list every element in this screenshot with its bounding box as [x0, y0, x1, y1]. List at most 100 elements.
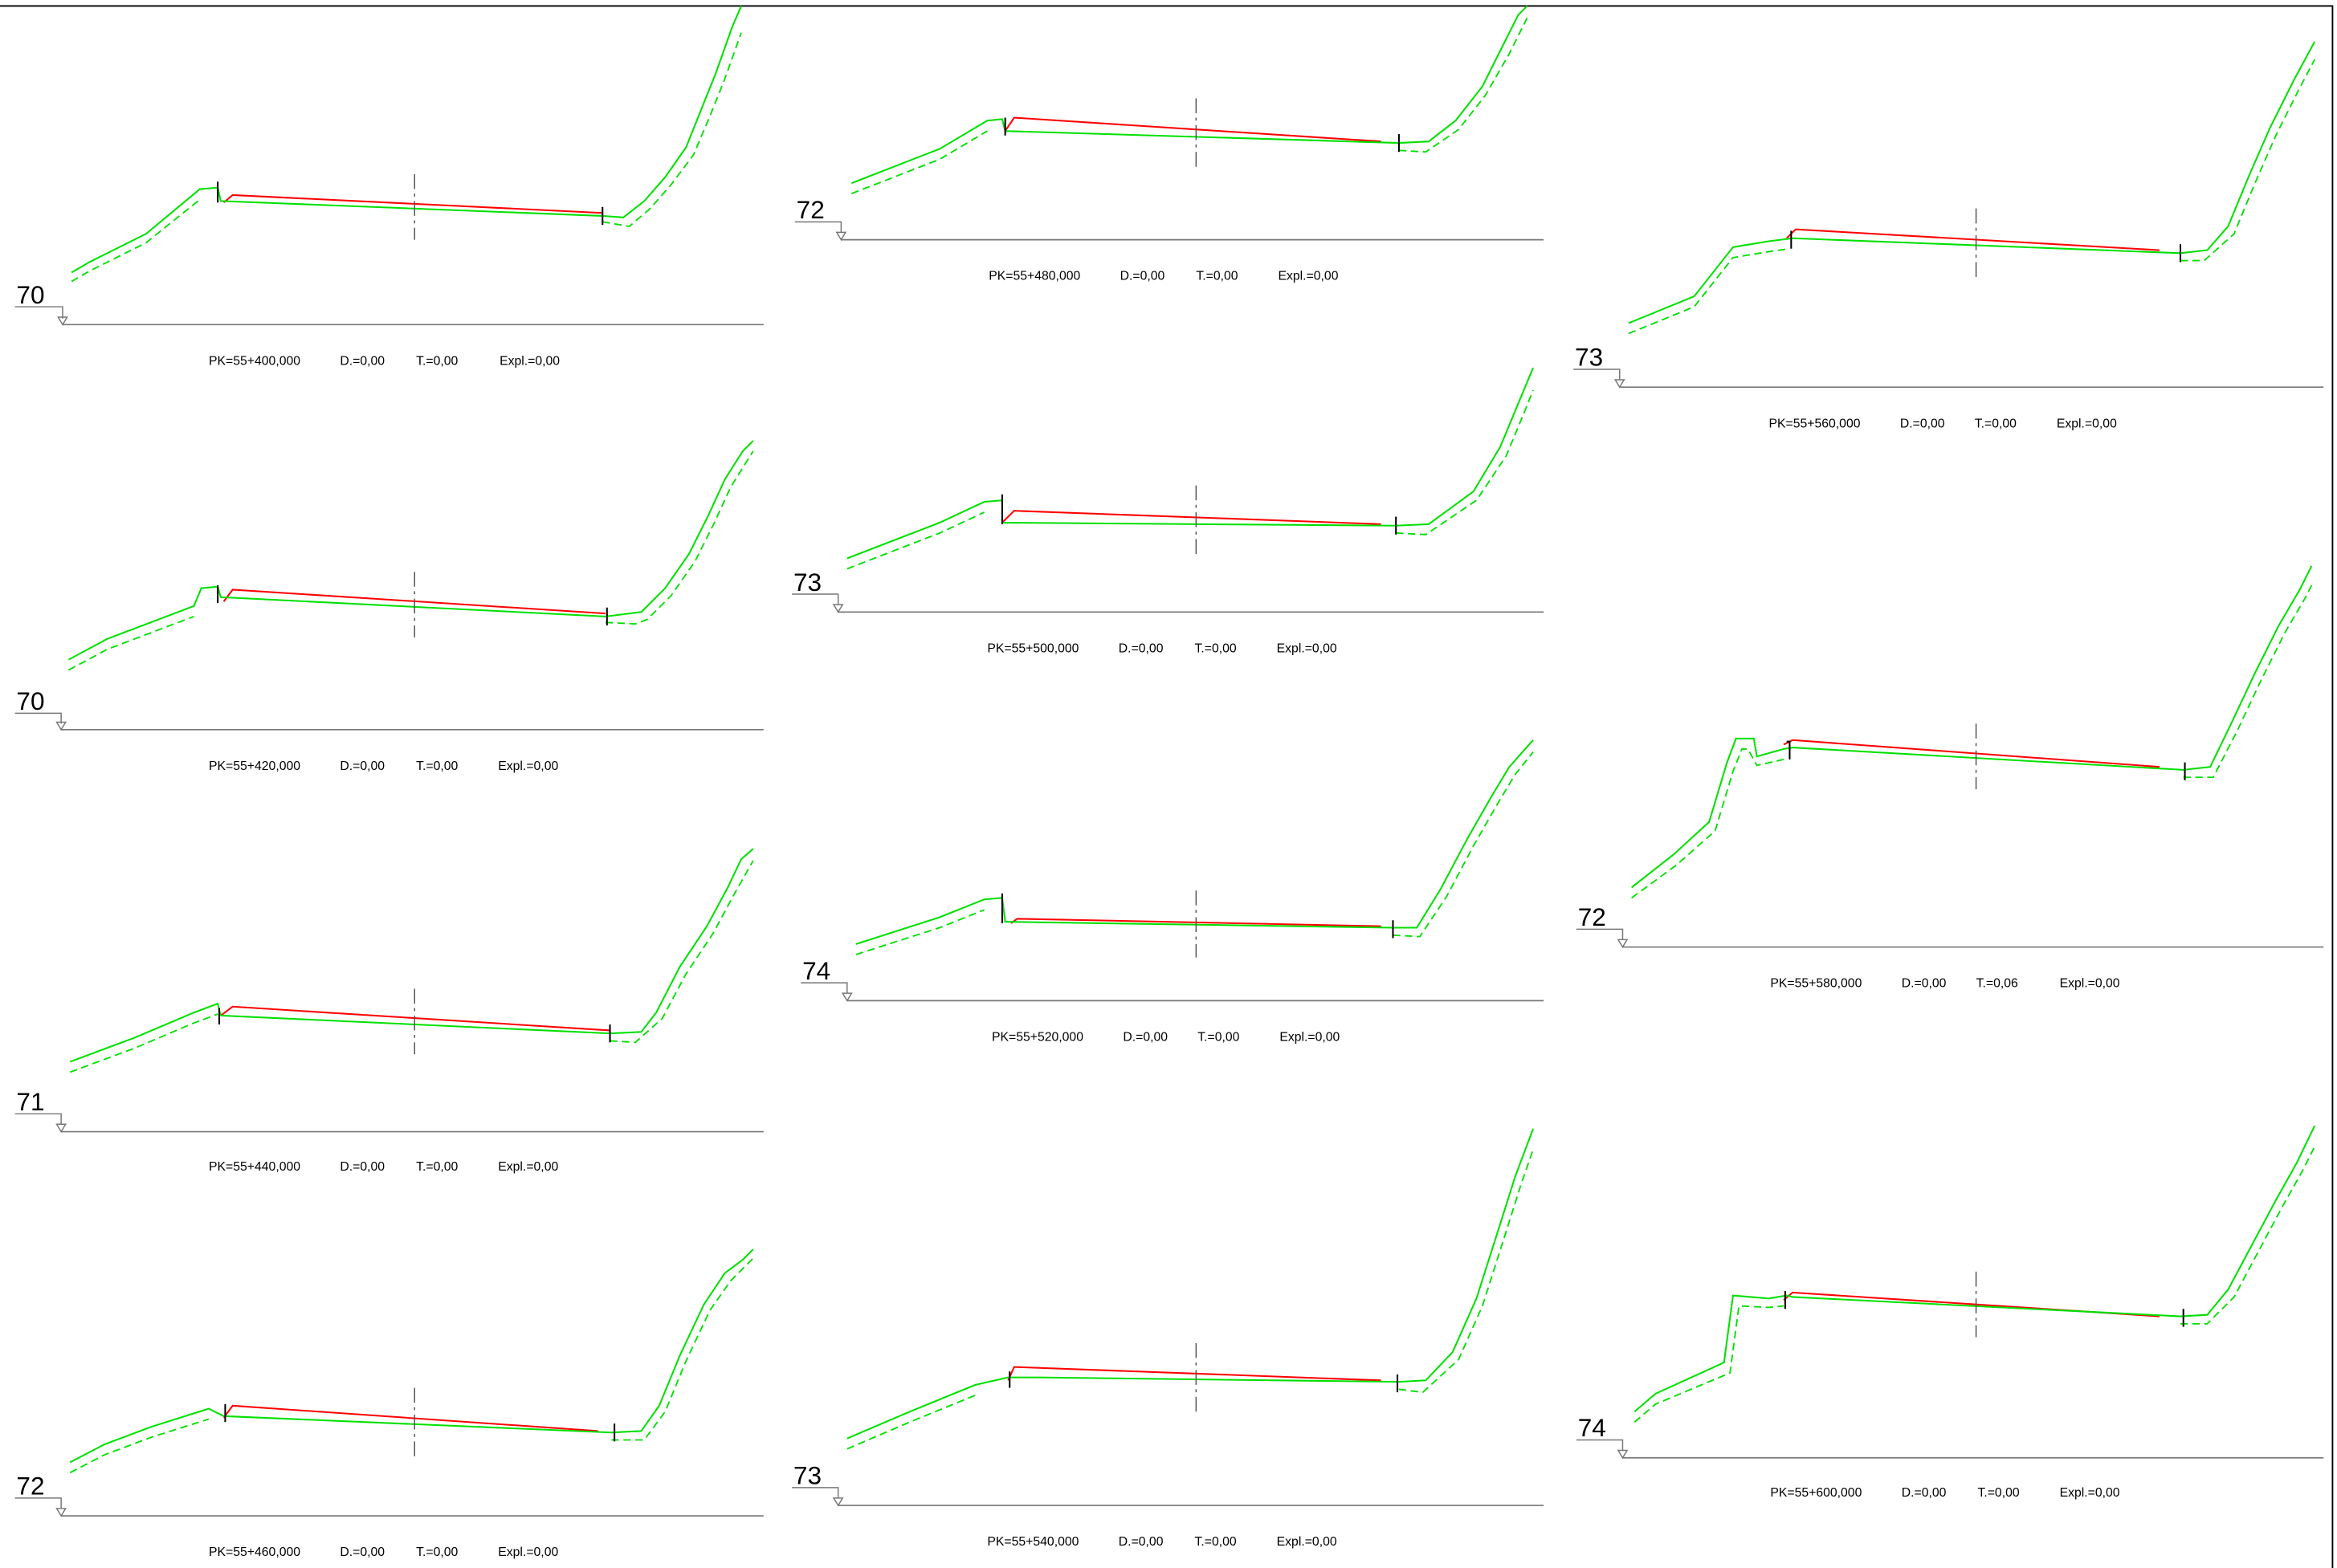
- design-platform: [69, 1248, 754, 1464]
- datum-elevation: 70: [16, 280, 44, 309]
- expl-value: Expl.=0,00: [498, 1160, 558, 1174]
- datum-leader: [1576, 1439, 1624, 1451]
- design-subgrade: [69, 860, 754, 1073]
- expl-value: Expl.=0,00: [1279, 1030, 1340, 1044]
- datum-leader: [14, 1113, 62, 1125]
- design-platform: [846, 1128, 1535, 1440]
- d-value: D.=0,00: [340, 1160, 385, 1174]
- datum-elevation: 70: [16, 686, 44, 715]
- pk-label: PK=55+480,000: [989, 270, 1080, 283]
- datum-leader: [14, 712, 62, 724]
- design-subgrade: [71, 32, 742, 283]
- pk-label: PK=55+520,000: [992, 1030, 1083, 1044]
- expl-value: Expl.=0,00: [1277, 1535, 1337, 1549]
- design-platform: [1630, 565, 2313, 889]
- cross-section: 72 PK=55+460,000 D.=0,00 T.=0,00 Expl.=0…: [14, 1248, 764, 1559]
- cross-section: 73 PK=55+560,000 D.=0,00 T.=0,00 Expl.=0…: [1573, 41, 2324, 430]
- datum-leader: [801, 982, 848, 994]
- datum-leader: [1573, 369, 1621, 380]
- datum-marker: [57, 316, 68, 326]
- d-value: D.=0,00: [1123, 1030, 1168, 1044]
- design-platform: [71, 6, 742, 274]
- design-platform: [69, 848, 754, 1063]
- design-platform: [855, 739, 1534, 945]
- design-subgrade: [851, 17, 1528, 194]
- expl-value: Expl.=0,00: [2060, 977, 2120, 991]
- terrain-line: [222, 193, 603, 214]
- expl-value: Expl.=0,00: [498, 1546, 558, 1559]
- t-value: T.=0,06: [1976, 977, 2018, 991]
- datum-elevation: 74: [802, 956, 830, 985]
- design-platform: [67, 440, 754, 661]
- pk-label: PK=55+500,000: [987, 641, 1079, 655]
- datum-elevation: 73: [793, 1461, 822, 1490]
- expl-value: Expl.=0,00: [2057, 417, 2117, 430]
- d-value: D.=0,00: [340, 760, 385, 773]
- pk-label: PK=55+540,000: [987, 1535, 1079, 1549]
- datum-marker: [55, 1123, 67, 1134]
- t-value: T.=0,00: [1194, 641, 1236, 655]
- design-platform: [1633, 1125, 2316, 1413]
- datum-elevation: 72: [1578, 902, 1606, 931]
- t-value: T.=0,00: [416, 354, 458, 368]
- datum-marker: [1613, 379, 1625, 389]
- terrain-line: [1783, 739, 2160, 768]
- t-value: T.=0,00: [416, 760, 458, 773]
- datum-marker: [55, 1508, 67, 1517]
- design-subgrade: [855, 751, 1534, 955]
- terrain-line: [220, 1005, 610, 1032]
- design-platform: [851, 5, 1528, 185]
- left-edge-marker: [1786, 740, 1791, 760]
- cross-section: 73 PK=55+500,000 D.=0,00 T.=0,00 Expl.=0…: [792, 367, 1544, 655]
- pk-label: PK=55+460,000: [209, 1546, 300, 1559]
- datum-marker: [832, 1497, 844, 1507]
- datum-elevation: 72: [16, 1472, 44, 1501]
- cross-section: 70 PK=55+400,000 D.=0,00 T.=0,00 Expl.=0…: [14, 6, 764, 368]
- cross-section: 72 PK=55+580,000 D.=0,00 T.=0,06 Expl.=0…: [1576, 565, 2324, 991]
- pk-label: PK=55+400,000: [209, 354, 300, 368]
- terrain-line: [1004, 116, 1381, 143]
- sheet-frame: [0, 5, 2334, 1568]
- expl-value: Expl.=0,00: [498, 760, 558, 773]
- datum-elevation: 71: [16, 1087, 44, 1116]
- datum-leader: [792, 1487, 839, 1498]
- datum-elevation: 73: [1575, 343, 1603, 372]
- d-value: D.=0,00: [1120, 270, 1165, 283]
- expl-value: Expl.=0,00: [2060, 1486, 2120, 1500]
- datum-leader: [14, 1497, 62, 1509]
- t-value: T.=0,00: [1197, 1030, 1239, 1044]
- pk-label: PK=55+600,000: [1770, 1486, 1862, 1500]
- d-value: D.=0,00: [340, 1546, 385, 1559]
- cross-section: 74 PK=55+600,000 D.=0,00 T.=0,00 Expl.=0…: [1576, 1125, 2324, 1500]
- d-value: D.=0,00: [1119, 1535, 1164, 1549]
- terrain-line: [1001, 510, 1381, 525]
- pk-label: PK=55+420,000: [209, 760, 300, 773]
- pk-label: PK=55+580,000: [1770, 977, 1862, 991]
- cross-section: 70 PK=55+420,000 D.=0,00 T.=0,00 Expl.=0…: [14, 440, 764, 773]
- cross-section: 72 PK=55+480,000 D.=0,00 T.=0,00 Expl.=0…: [794, 5, 1544, 283]
- pk-label: PK=55+440,000: [209, 1160, 300, 1174]
- expl-value: Expl.=0,00: [1277, 641, 1337, 655]
- design-subgrade: [67, 450, 754, 671]
- t-value: T.=0,00: [1977, 1486, 2019, 1500]
- datum-marker: [1617, 939, 1629, 949]
- t-value: T.=0,00: [416, 1160, 458, 1174]
- datum-marker: [832, 604, 844, 613]
- terrain-line: [1786, 228, 2160, 251]
- t-value: T.=0,00: [1975, 417, 2017, 430]
- design-subgrade: [1631, 584, 2313, 899]
- datum-marker: [55, 721, 67, 731]
- t-value: T.=0,00: [416, 1546, 458, 1559]
- datum-leader: [14, 306, 63, 319]
- d-value: D.=0,00: [340, 354, 385, 368]
- expl-value: Expl.=0,00: [1278, 270, 1338, 283]
- design-subgrade: [846, 389, 1534, 570]
- datum-marker: [841, 992, 853, 1002]
- pk-label: PK=55+560,000: [1768, 417, 1860, 430]
- d-value: D.=0,00: [1900, 417, 1945, 430]
- d-value: D.=0,00: [1902, 977, 1947, 991]
- cross-section: 73 PK=55+540,000 D.=0,00 T.=0,00 Expl.=0…: [792, 1128, 1544, 1549]
- datum-marker: [1617, 1449, 1629, 1460]
- design-subgrade: [69, 1257, 754, 1474]
